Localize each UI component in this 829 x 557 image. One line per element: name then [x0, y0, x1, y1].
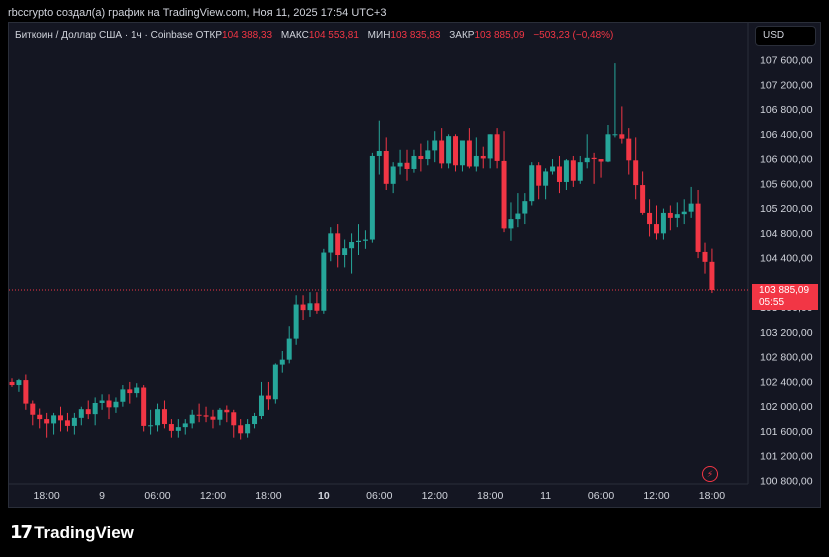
close-value: 103 885,09	[474, 30, 525, 41]
bar-countdown: 05:55	[759, 297, 785, 308]
high-value: 104 553,81	[308, 30, 359, 41]
last-price-tag: 103 885,09 05:55	[752, 284, 818, 310]
open-value: 104 388,33	[222, 30, 273, 41]
ohlc-legend: Биткоин / Доллар США · 1ч · Coinbase ОТК…	[15, 30, 619, 41]
chart-panel[interactable]	[8, 22, 821, 508]
open-label: ОТКР	[195, 30, 223, 41]
chart-attribution: rbccrypto создал(а) график на TradingVie…	[8, 7, 387, 19]
low-value: 103 835,83	[390, 30, 441, 41]
close-label: ЗАКР	[449, 30, 475, 41]
high-label: МАКС	[280, 30, 309, 41]
logo-text: TradingView	[34, 522, 134, 542]
change-value: −503,23 (−0,48%)	[533, 30, 614, 41]
tradingview-logo: 𝟭𝟳 TradingView	[10, 522, 134, 543]
lightning-icon[interactable]: ⚡	[702, 466, 718, 482]
tradingview-mark-icon: 𝟭𝟳	[10, 522, 33, 542]
symbol-label: Биткоин / Доллар США · 1ч · Coinbase	[15, 30, 193, 41]
low-label: МИН	[367, 30, 391, 41]
currency-button[interactable]: USD	[755, 26, 816, 46]
last-price-value: 103 885,09	[759, 285, 810, 296]
